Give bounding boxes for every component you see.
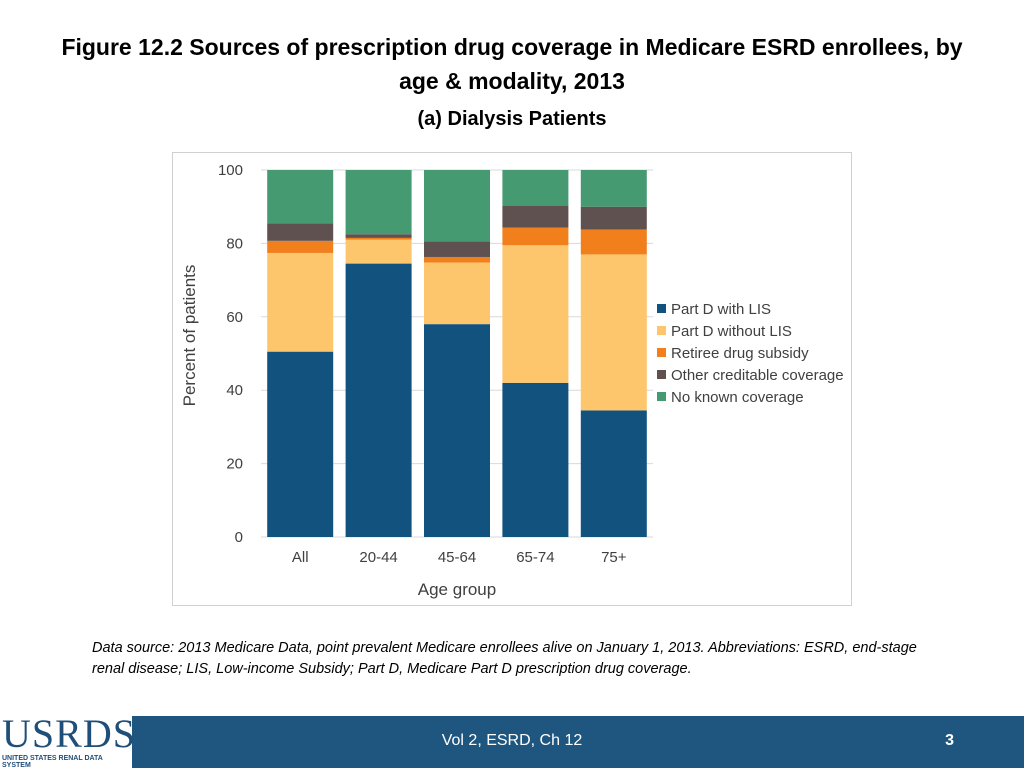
bar-segment <box>345 234 412 238</box>
bar-segment <box>580 229 647 255</box>
x-tick-label: All <box>292 549 309 566</box>
bar-segment <box>502 205 569 228</box>
y-tick-label: 0 <box>235 529 243 546</box>
usrds-logo: USRDS UNITED STATES RENAL DATA SYSTEM <box>0 712 135 769</box>
bar-segment <box>502 245 569 383</box>
legend-swatch <box>657 348 666 357</box>
bar-segment <box>580 410 647 537</box>
bar-segment <box>424 241 490 257</box>
y-tick-label: 40 <box>226 382 243 399</box>
legend-swatch <box>657 392 666 401</box>
bar-segment <box>424 170 490 242</box>
bar-segment <box>267 170 334 224</box>
stacked-bar-chart: 0 20 40 60 80 100 All 20-44 45-64 65-74 75+ Age gro… <box>180 162 844 599</box>
bar-segment <box>580 206 647 230</box>
y-tick-label: 80 <box>226 235 243 252</box>
bar-segment <box>267 240 334 253</box>
legend-swatch <box>657 326 666 335</box>
bar-segment <box>345 237 412 240</box>
y-tick-label: 20 <box>226 456 243 473</box>
chart-container: 0 20 40 60 80 100 All 20-44 45-64 65-74 75+ Age gro… <box>172 152 852 606</box>
bar-segment <box>424 256 490 263</box>
bar-segment <box>580 254 647 411</box>
y-tick-label: 100 <box>218 162 243 179</box>
bar-segment <box>267 223 334 241</box>
x-tick-label: 45-64 <box>438 549 476 566</box>
y-tick-label: 60 <box>226 309 243 326</box>
x-axis-title: Age group <box>418 580 496 599</box>
legend-label: Retiree drug subsidy <box>671 345 809 362</box>
legend-label: No known coverage <box>671 389 804 406</box>
bar-segment <box>580 170 647 207</box>
x-tick-label: 20-44 <box>359 549 397 566</box>
x-tick-label: 75+ <box>601 549 627 566</box>
y-axis-title: Percent of patients <box>180 265 199 407</box>
legend-swatch <box>657 370 666 379</box>
x-tick-label: 65-74 <box>516 549 554 566</box>
page-number: 3 <box>945 732 954 749</box>
bar-segment <box>345 263 412 537</box>
bar-segment <box>267 351 334 537</box>
figure-title: Figure 12.2 Sources of prescription drug… <box>61 34 963 94</box>
logo-subtext: UNITED STATES RENAL DATA SYSTEM <box>2 755 103 769</box>
bar-segment <box>502 170 569 206</box>
footer-volume-label: Vol 2, ESRD, Ch 12 <box>441 732 583 749</box>
legend-label: Part D without LIS <box>671 323 792 340</box>
bar-segment <box>424 324 490 537</box>
logo-text: USRDS <box>2 711 136 756</box>
data-source-note: Data source: 2013 Medicare Data, point p… <box>92 640 917 677</box>
figure-subtitle: (a) Dialysis Patients <box>417 108 607 130</box>
bar-segment <box>502 382 569 537</box>
bar-segment <box>345 170 412 235</box>
legend-label: Other creditable coverage <box>671 367 844 384</box>
legend-swatch <box>657 304 666 313</box>
bar-segment <box>345 239 412 264</box>
bar-segment <box>424 262 490 325</box>
footer-bar: Vol 2, ESRD, Ch 12 3 <box>0 716 1024 768</box>
bar-segment <box>267 252 334 352</box>
legend-label: Part D with LIS <box>671 301 771 318</box>
bar-segment <box>502 227 569 246</box>
